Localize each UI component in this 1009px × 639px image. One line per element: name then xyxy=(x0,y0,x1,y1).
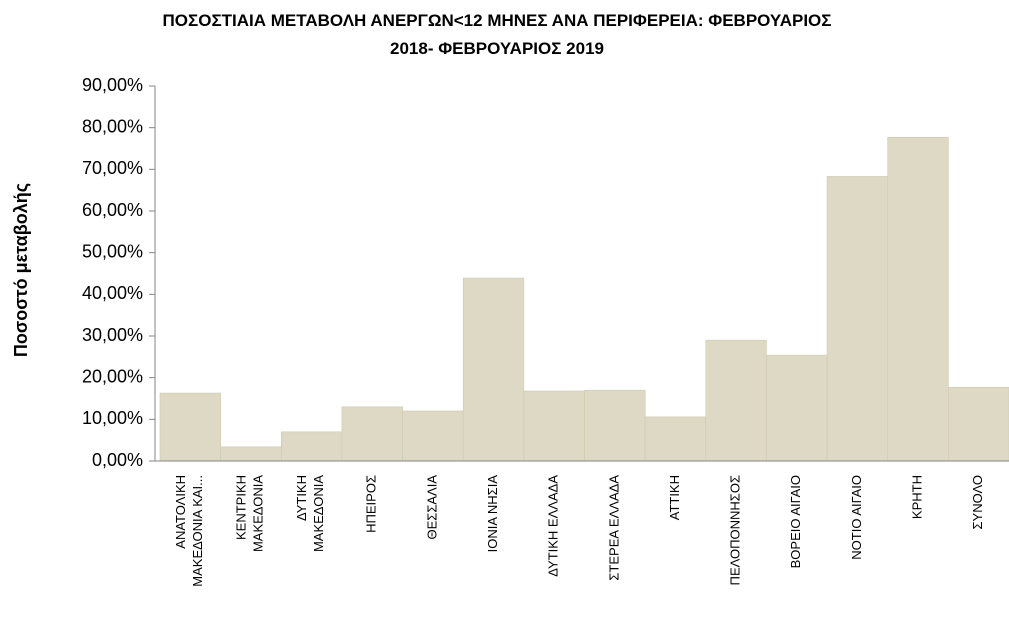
x-tick-label: ΗΠΕΙΡΟΣ xyxy=(364,475,379,533)
bar xyxy=(280,431,343,462)
bar xyxy=(220,446,282,462)
bar xyxy=(887,136,949,462)
bar xyxy=(584,389,646,462)
bar xyxy=(402,410,464,462)
x-tick-label: ΝΟΤΙΟ ΑΙΓΑΙΟ xyxy=(849,475,864,560)
bar xyxy=(462,277,525,462)
x-tick-label: ΚΕΝΤΡΙΚΗ ΜΑΚΕΔΟΝΙΑ xyxy=(234,475,266,552)
x-tick-label: ΔΥΤΙΚΗ ΕΛΛΑΔΑ xyxy=(546,475,561,577)
y-axis-label: Ποσοστό μεταβολής xyxy=(11,183,31,357)
x-tick-label: ΒΟΡΕΙΟ ΑΙΓΑΙΟ xyxy=(788,475,803,568)
y-tick-label: 90,00% xyxy=(82,75,143,95)
x-tick-label: ΚΡΗΤΗ xyxy=(909,475,924,519)
x-tick-label: ΑΝΑΤΟΛΙΚΗ ΜΑΚΕΔΟΝΙΑ ΚΑΙ... xyxy=(173,475,205,587)
y-tick-label: 40,00% xyxy=(82,283,143,303)
y-tick-label: 10,00% xyxy=(82,408,143,428)
x-tick-label: ΙΟΝΙΑ ΝΗΣΙΑ xyxy=(485,475,500,553)
x-tick-label: ΔΥΤΙΚΗ ΜΑΚΕΔΟΝΙΑ xyxy=(295,475,327,552)
bar xyxy=(826,176,889,462)
y-tick-label: 70,00% xyxy=(82,158,143,178)
bar xyxy=(948,386,1009,462)
y-tick-label: 30,00% xyxy=(82,325,143,345)
x-tick-label: ΘΕΣΣΑΛΙΑ xyxy=(424,475,439,540)
x-tick-label: ΠΕΛΟΠΟΝΝΗΣΟΣ xyxy=(728,475,743,585)
y-tick-label: 20,00% xyxy=(82,366,143,386)
bar xyxy=(523,390,585,462)
y-tick-label: 50,00% xyxy=(82,241,143,261)
chart-title: ΠΟΣΟΣΤΙΑΙΑ ΜΕΤΑΒΟΛΗ ΑΝΕΡΓΩΝ<12 ΜΗΝΕΣ ΑΝΑ… xyxy=(163,11,832,58)
bar xyxy=(644,416,707,462)
y-tick-label: 80,00% xyxy=(82,116,143,136)
bar xyxy=(159,392,221,462)
bar xyxy=(341,406,403,462)
y-tick-label: 60,00% xyxy=(82,200,143,220)
bar xyxy=(705,339,767,462)
y-tick-label: 0,00% xyxy=(92,450,143,470)
bar xyxy=(766,354,828,462)
x-tick-label: ΣΥΝΟΛΟ xyxy=(970,475,985,530)
x-tick-label: ΣΤΕΡΕΑ ΕΛΛΑΔΑ xyxy=(606,475,621,581)
x-tick-label: ΑΤΤΙΚΗ xyxy=(667,475,682,520)
